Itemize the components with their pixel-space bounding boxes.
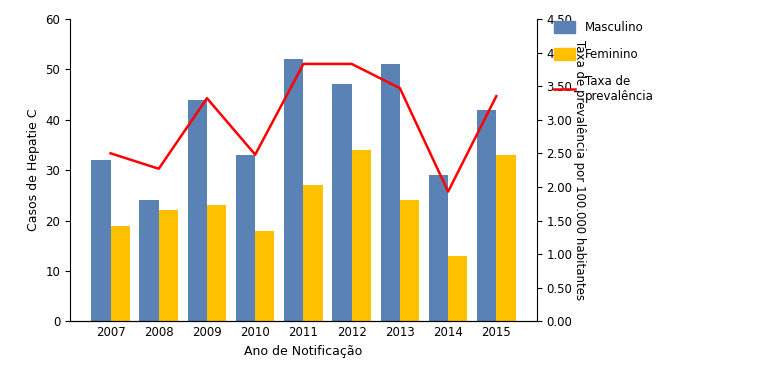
Bar (429, 175, 448, 321)
Bar (380, 64, 400, 321)
Bar (159, 211, 178, 321)
Bar (332, 84, 352, 321)
Bar (400, 200, 419, 321)
Legend: Masculino, Feminino, Taxa de
prevalência: Masculino, Feminino, Taxa de prevalência (551, 17, 657, 107)
Y-axis label: Taxa de prevalência por 100.000 habitantes: Taxa de prevalência por 100.000 habitant… (573, 40, 587, 300)
Bar (284, 59, 303, 321)
Bar (255, 231, 275, 321)
Bar (496, 155, 516, 321)
X-axis label: Ano de Notificação: Ano de Notificação (244, 345, 363, 358)
Bar (477, 110, 496, 321)
Bar (187, 99, 207, 321)
Y-axis label: Casos de Hepatie C: Casos de Hepatie C (27, 109, 40, 231)
Bar (303, 185, 323, 321)
Bar (139, 200, 159, 321)
Bar (91, 160, 110, 321)
Bar (352, 150, 371, 321)
Bar (448, 256, 468, 321)
Bar (236, 155, 255, 321)
Bar (207, 205, 226, 321)
Bar (110, 226, 130, 321)
